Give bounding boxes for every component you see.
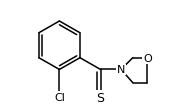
Text: Cl: Cl [54, 93, 65, 102]
Text: O: O [143, 53, 152, 63]
Text: S: S [96, 91, 105, 104]
Text: N: N [117, 65, 125, 75]
